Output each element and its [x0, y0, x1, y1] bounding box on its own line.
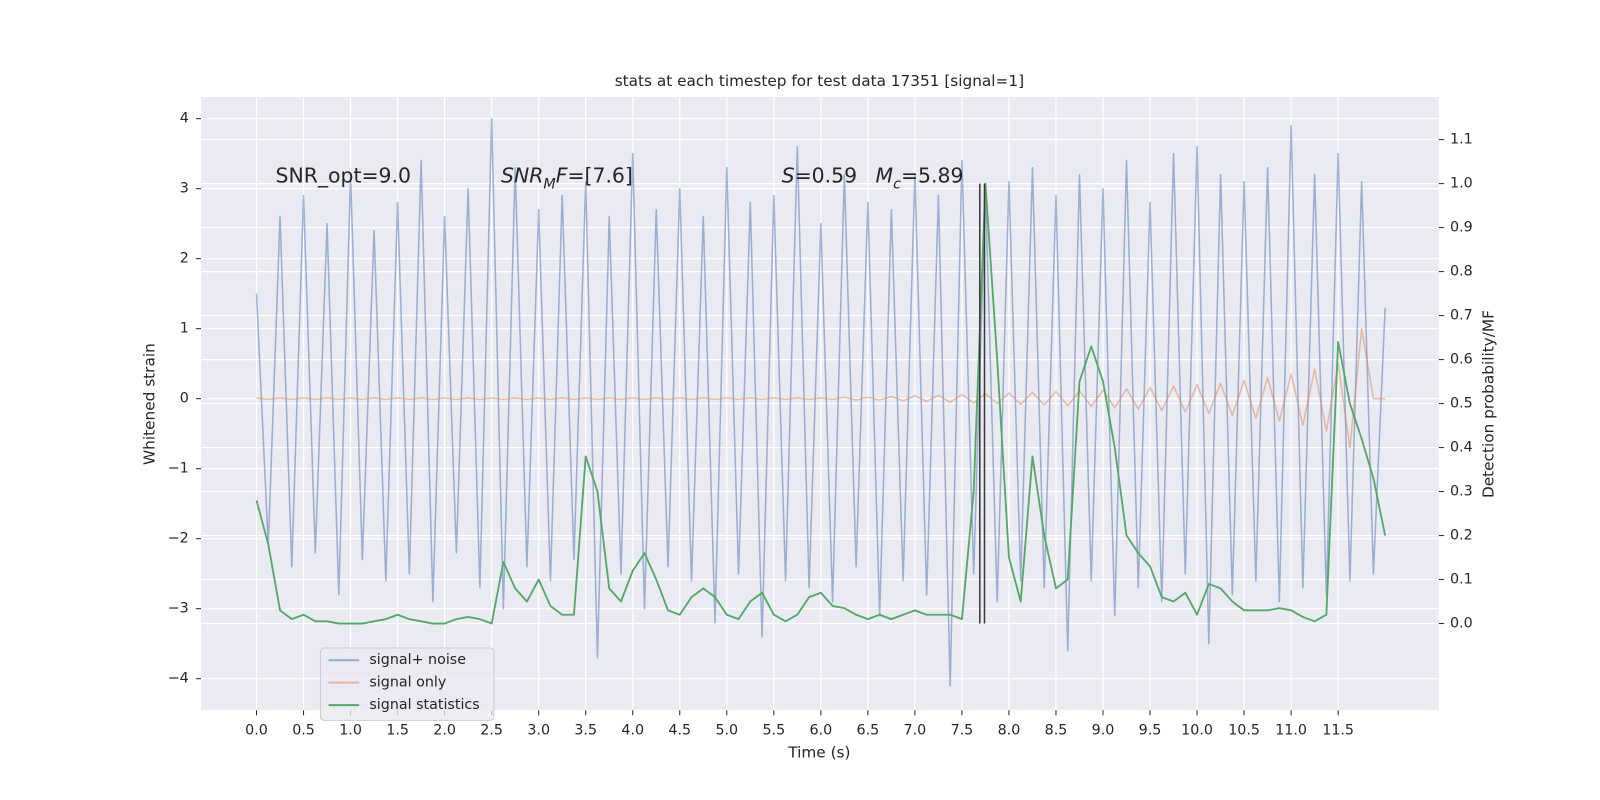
x-tick-label: 10.5 [1228, 723, 1260, 739]
legend-label: signal statistics [369, 697, 479, 713]
y-tick-label: −4 [168, 671, 189, 687]
annotation-part: =0.59 [795, 164, 858, 188]
y2-tick-label: 0.6 [1450, 352, 1473, 368]
x-tick-label: 10.0 [1181, 723, 1213, 739]
annotation-part: SNR [501, 164, 543, 188]
series-line [256, 327, 1386, 449]
x-tick-label: 0.0 [245, 723, 268, 739]
y-tick-label: 3 [180, 181, 189, 197]
x-axis-label: Time (s) [787, 744, 850, 762]
x-tick-label: 6.5 [857, 723, 880, 739]
y-tick-label: 4 [180, 111, 189, 127]
annotation-part: M [876, 164, 894, 188]
legend-label: signal+ noise [369, 652, 466, 668]
x-tick-label: 6.0 [809, 723, 832, 739]
annotation-part: SNR_opt=9.0 [276, 164, 412, 189]
x-tick-label: 7.0 [904, 723, 927, 739]
x-tick-label: 11.0 [1275, 723, 1307, 739]
x-tick-label: 9.5 [1139, 723, 1162, 739]
y2-tick-label: 1.0 [1450, 176, 1473, 192]
y-axis-label: Whitened strain [141, 343, 159, 465]
annotation: Mc=5.89 [876, 164, 964, 193]
y2-tick-label: 0.3 [1450, 484, 1473, 500]
y2-tick-label: 0.7 [1450, 308, 1473, 324]
y-tick-label: 1 [180, 321, 189, 337]
annotation-part: c [893, 177, 901, 193]
series-line [255, 182, 1387, 625]
y-tick-label: −1 [168, 461, 189, 477]
x-tick-label: 3.0 [527, 723, 550, 739]
y-tick-label: −3 [168, 601, 189, 617]
x-tick-label: 9.0 [1092, 723, 1115, 739]
x-tick-label: 3.5 [574, 723, 597, 739]
x-tick-label: 1.0 [339, 723, 362, 739]
chart-title: stats at each timestep for test data 173… [615, 72, 1024, 90]
x-tick-label: 2.5 [480, 723, 503, 739]
x-tick-label: 7.5 [951, 723, 974, 739]
y-tick-label: 0 [180, 391, 189, 407]
y2-tick-label: 0.1 [1450, 572, 1473, 588]
y-tick-label: −2 [168, 531, 189, 547]
annotation: SNRMF=[7.6] [501, 164, 633, 193]
annotation-part: =[7.6] [567, 164, 632, 188]
x-tick-label: 4.0 [621, 723, 644, 739]
x-tick-label: 4.5 [668, 723, 691, 739]
x-tick-label: 8.5 [1045, 723, 1068, 739]
y2-tick-label: 0.4 [1450, 440, 1473, 456]
y2-tick-label: 0.2 [1450, 528, 1473, 544]
annotation: S=0.59 [782, 164, 857, 188]
x-tick-label: 2.0 [433, 723, 456, 739]
y2-tick-label: 0.5 [1450, 396, 1473, 412]
y2-tick-label: 0.8 [1450, 264, 1473, 280]
annotation-part: =5.89 [901, 164, 964, 188]
annotation-part: F [556, 164, 568, 188]
x-tick-label: 11.5 [1322, 723, 1354, 739]
x-tick-label: 5.0 [715, 723, 738, 739]
x-tick-label: 1.5 [386, 723, 409, 739]
y2-tick-label: 0.0 [1450, 616, 1473, 632]
series-line [255, 117, 1386, 687]
annotation-part: M [543, 177, 555, 193]
y2-axis-label: Detection probability/MF [1479, 310, 1497, 498]
y2-tick-label: 1.1 [1450, 132, 1473, 148]
legend: signal+ noise signal only signal statistic… [319, 647, 495, 721]
x-tick-label: 8.0 [998, 723, 1021, 739]
annotation-part: S [782, 164, 795, 188]
annotation: SNR_opt=9.0 [276, 164, 412, 189]
x-tick-label: 0.5 [292, 723, 315, 739]
legend-box [319, 647, 495, 721]
x-tick-label: 5.5 [762, 723, 785, 739]
legend-label: signal only [369, 675, 446, 691]
y-tick-label: 2 [180, 251, 189, 267]
y2-tick-label: 0.9 [1450, 220, 1473, 236]
